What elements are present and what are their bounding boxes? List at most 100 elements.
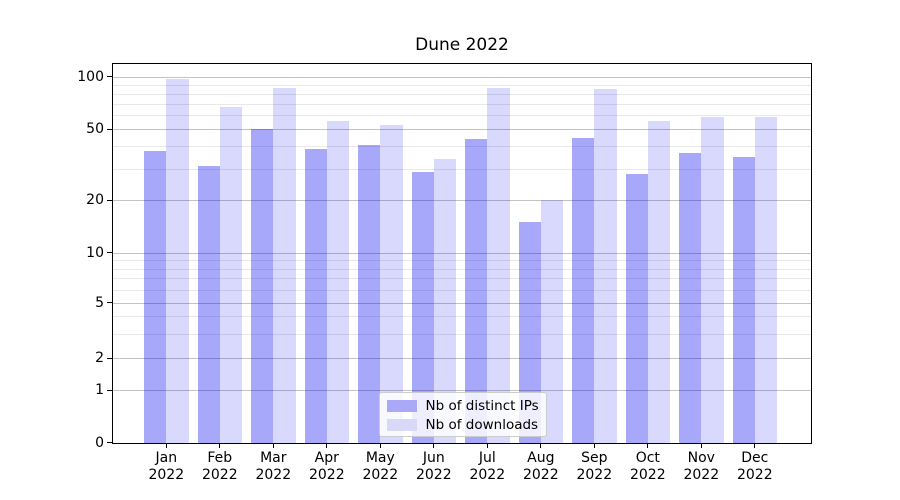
y-tick-label: 100 — [77, 68, 104, 85]
gridline-major — [113, 252, 811, 254]
bar-downloads-jul — [487, 88, 510, 443]
x-tick-month: Nov — [687, 450, 715, 466]
y-tick-mark — [107, 76, 112, 78]
gridline-major — [113, 390, 811, 391]
bar-downloads-dec — [754, 116, 778, 443]
y-tick-label: 1 — [95, 382, 104, 398]
x-tick-year: 2022 — [522, 466, 559, 483]
y-tick-mark — [107, 389, 112, 391]
x-tick-year: 2022 — [469, 466, 506, 483]
chart-title: Dune 2022 — [415, 35, 509, 55]
gridline-minor — [113, 146, 811, 148]
bar-downloads-nov — [701, 116, 724, 443]
x-tick-year: 2022 — [629, 466, 666, 483]
bar-distinct-ips-nov — [679, 152, 702, 443]
x-tick-year: 2022 — [683, 466, 720, 483]
x-tick-year: 2022 — [201, 466, 238, 483]
gridline-minor — [113, 278, 811, 280]
bar-distinct-ips-dec — [732, 156, 755, 443]
legend-item-downloads: Nb of downloads — [386, 417, 539, 434]
x-tick-month: Mar — [260, 450, 287, 466]
x-tick-mark — [379, 443, 381, 448]
bar-downloads-aug — [540, 200, 564, 443]
x-tick-mark — [272, 443, 274, 448]
x-tick-label-jan: Jan 2022 — [131, 450, 201, 483]
x-tick-label-may: May 2022 — [345, 450, 415, 483]
legend-item-distinct-ips: Nb of distinct IPs — [386, 398, 539, 415]
x-tick-year: 2022 — [415, 466, 452, 483]
bar-distinct-ips-sep — [572, 137, 595, 443]
bar-distinct-ips-may — [358, 144, 381, 443]
x-tick-label-aug: Aug 2022 — [506, 450, 576, 483]
x-tick-year: 2022 — [576, 466, 613, 483]
x-tick-label-mar: Mar 2022 — [238, 450, 308, 483]
x-tick-mark — [219, 443, 221, 448]
x-tick-mark — [433, 443, 435, 448]
x-tick-label-dec: Dec 2022 — [720, 450, 790, 483]
bar-downloads-may — [380, 124, 403, 443]
x-tick-mark — [593, 443, 595, 448]
x-tick-label-nov: Nov 2022 — [666, 450, 736, 483]
y-tick-label: 20 — [86, 192, 104, 208]
bar-downloads-sep — [594, 89, 617, 443]
y-tick-label: 5 — [95, 294, 104, 311]
x-tick-label-feb: Feb 2022 — [185, 450, 255, 483]
y-tick-label: 50 — [86, 121, 104, 137]
bar-distinct-ips-apr — [304, 148, 327, 443]
x-tick-mark — [165, 443, 167, 448]
x-tick-label-oct: Oct 2022 — [613, 450, 683, 483]
bar-downloads-jun — [433, 159, 457, 443]
y-tick-mark — [107, 199, 112, 201]
bar-distinct-ips-jul — [465, 139, 488, 443]
legend-label-distinct-ips: Nb of distinct IPs — [425, 398, 539, 414]
bar-downloads-mar — [273, 87, 296, 443]
y-tick-mark — [107, 442, 112, 444]
bar-downloads-feb — [219, 107, 243, 443]
legend: Nb of distinct IPs Nb of downloads — [378, 391, 547, 437]
plot-area: Nb of distinct IPs Nb of downloads — [112, 63, 812, 444]
x-tick-year: 2022 — [148, 466, 185, 483]
x-tick-year: 2022 — [308, 466, 345, 483]
y-tick-mark — [107, 357, 112, 359]
x-tick-month: Sep — [581, 450, 608, 466]
x-tick-month: Apr — [314, 450, 339, 466]
x-tick-year: 2022 — [255, 466, 292, 483]
bar-distinct-ips-mar — [251, 129, 274, 443]
x-tick-year: 2022 — [362, 466, 399, 483]
bar-downloads-jan — [166, 79, 189, 443]
x-tick-mark — [754, 443, 756, 448]
gridline-minor — [113, 84, 811, 86]
y-tick-label: 2 — [95, 350, 104, 366]
gridline-minor — [113, 260, 811, 262]
gridline-minor — [113, 333, 811, 335]
x-tick-month: Aug — [527, 450, 555, 466]
y-tick-label: 10 — [86, 244, 104, 261]
gridline-minor — [113, 115, 811, 117]
bar-distinct-ips-aug — [518, 222, 541, 443]
gridline-minor — [113, 316, 811, 318]
legend-label-downloads: Nb of downloads — [425, 417, 539, 433]
y-tick-mark — [107, 252, 112, 254]
gridline-major — [113, 76, 811, 78]
bar-distinct-ips-jan — [144, 150, 167, 443]
x-tick-mark — [326, 443, 328, 448]
gridline-minor — [113, 103, 811, 105]
gridline-minor — [113, 268, 811, 270]
gridline-minor — [113, 93, 811, 95]
gridline-major — [113, 200, 811, 201]
gridline-major — [113, 302, 811, 304]
x-tick-mark — [486, 443, 488, 448]
y-tick-mark — [107, 302, 112, 304]
x-tick-label-jul: Jul 2022 — [452, 450, 522, 483]
y-tick-label: 0 — [95, 434, 104, 451]
gridline-major — [113, 129, 811, 130]
x-tick-month: Jan — [155, 450, 178, 466]
x-tick-label-apr: Apr 2022 — [292, 450, 362, 483]
legend-swatch-downloads — [386, 419, 417, 431]
bar-downloads-oct — [647, 120, 671, 443]
x-tick-year: 2022 — [736, 466, 773, 483]
x-tick-month: Feb — [207, 450, 233, 466]
x-tick-month: Dec — [741, 450, 769, 466]
legend-swatch-distinct-ips — [386, 400, 417, 412]
